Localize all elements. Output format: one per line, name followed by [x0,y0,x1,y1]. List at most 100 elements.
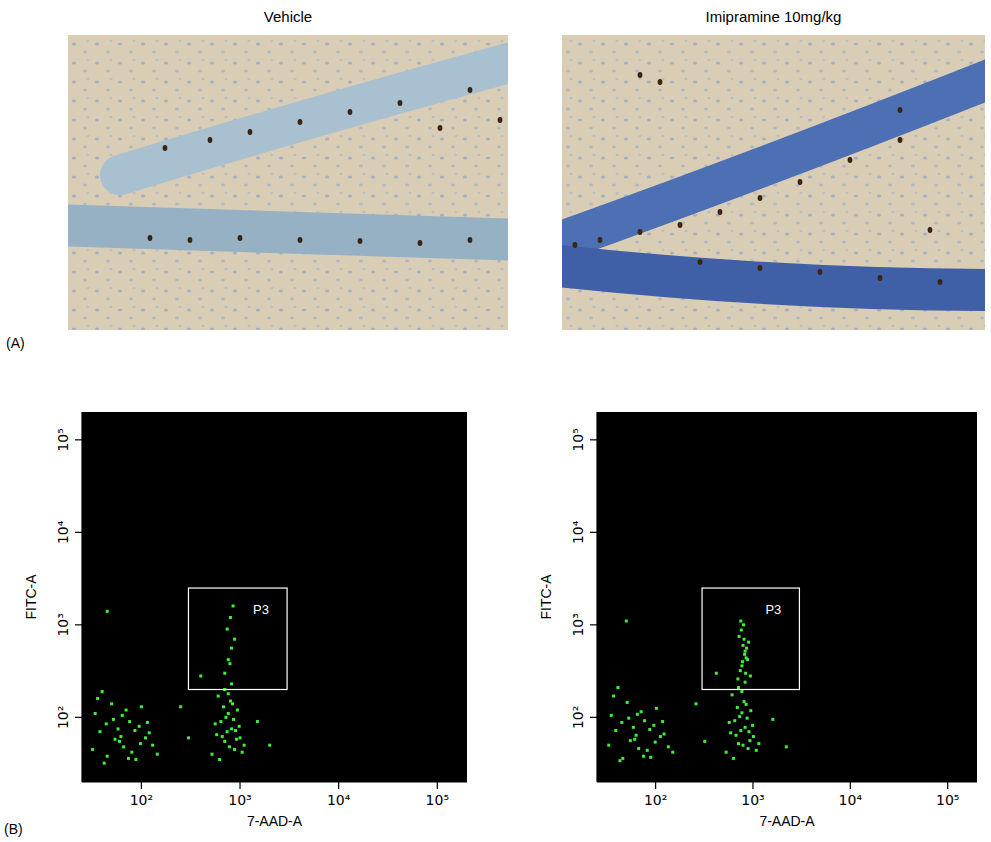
x-tick-label: 10⁵ [426,792,449,808]
event-point [110,702,113,705]
panel-label: (A) [6,335,25,351]
event-point [233,748,236,751]
event-point [755,749,758,752]
event-point [742,623,745,626]
event-point [612,695,615,698]
event-point [744,681,747,684]
event-point [128,720,131,723]
y-tick [75,439,82,440]
event-point [226,730,229,733]
event-point [735,734,738,737]
event-point [230,647,233,650]
y-tick [590,532,597,533]
y-tick-label: 10⁴ [570,520,586,544]
labelled-cell [348,109,353,115]
event-point [227,658,230,661]
event-point [740,664,743,667]
granule-layer [68,225,508,240]
event-point [219,720,222,723]
event-point [229,700,232,703]
event-point [127,757,130,760]
event-point [744,650,747,653]
event-point [739,729,742,732]
labelled-cell [848,157,853,163]
event-point [119,735,122,738]
event-point [663,733,666,736]
gate-label: P3 [253,602,269,617]
y-tick-label: 10³ [570,613,586,636]
y-tick-label: 10⁵ [55,428,71,451]
event-point [655,707,658,710]
labelled-cell [238,235,243,241]
event-point [731,693,734,696]
event-point [179,705,182,708]
event-point [633,738,636,741]
event-point [146,721,149,724]
event-point [640,710,643,713]
x-tick [338,782,339,789]
event-point [148,731,151,734]
event-point [659,735,662,738]
event-point [239,736,242,739]
event-point [98,730,101,733]
event-point [745,703,748,706]
y-tick-label: 10⁴ [55,520,71,544]
event-point [214,722,217,725]
event-point [746,717,749,720]
event-point [738,715,741,718]
y-tick [590,624,597,625]
event-point [614,729,617,732]
event-point [616,686,619,689]
figure: VehicleImipramine 10mg/kg(A)10²10³10⁴10⁵… [0,0,991,842]
labelled-cell [718,209,723,215]
granule-layer [120,60,508,175]
event-point [94,712,97,715]
y-tick-label: 10³ [55,613,71,636]
event-point [144,736,147,739]
labelled-cell [878,275,883,281]
event-point [737,686,740,689]
event-point [635,734,638,737]
labelled-cell [698,259,703,265]
event-point [671,751,674,754]
panel-title: Vehicle [264,8,312,25]
event-point [211,753,214,756]
event-point [105,722,108,725]
labelled-cell [163,145,168,151]
event-point [745,656,748,659]
event-point [625,620,628,623]
event-point [627,717,630,720]
event-point [199,674,202,677]
event-point [156,753,159,756]
x-tick-label: 10⁴ [327,792,351,808]
event-point [228,745,231,748]
event-point [118,740,121,743]
event-point [667,745,670,748]
labelled-cell [898,137,903,143]
x-axis [82,781,467,782]
event-point [228,662,231,665]
labelled-cell [298,237,303,243]
event-point [654,741,657,744]
granule-layer [562,265,985,290]
event-point [738,635,741,638]
labelled-cell [758,265,763,271]
event-point [226,628,229,631]
event-point [649,756,652,759]
labelled-cell [898,107,903,113]
labelled-cell [148,235,153,241]
event-point [739,620,742,623]
event-point [221,735,224,738]
labelled-cell [468,87,473,93]
event-point [703,740,706,743]
event-point [106,610,109,613]
event-point [224,716,227,719]
event-point [752,735,755,738]
y-tick-label: 10² [570,706,586,729]
event-point [637,747,640,750]
event-point [217,695,220,698]
event-point [771,718,774,721]
event-point [268,744,271,747]
event-point [626,701,629,704]
event-point [117,727,120,730]
